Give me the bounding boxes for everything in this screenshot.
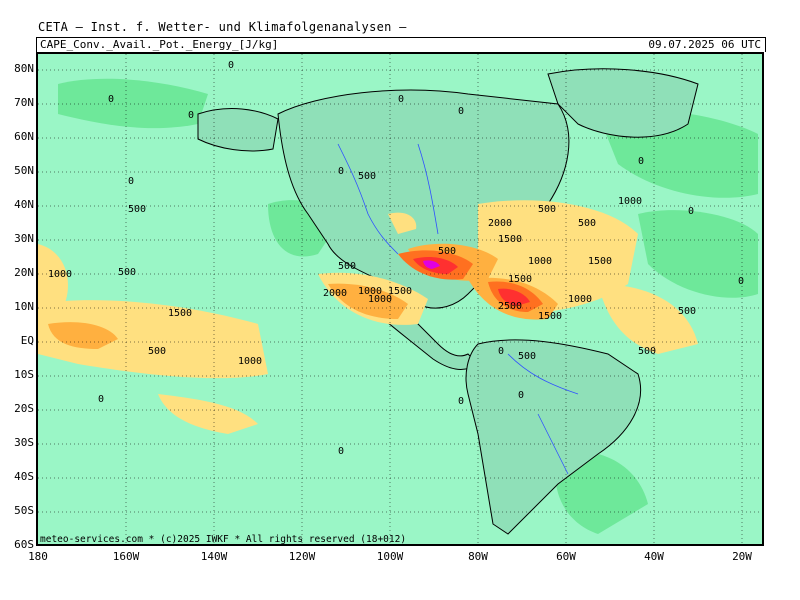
- lat-label: 50S: [14, 504, 34, 517]
- contour-label: 1000: [48, 269, 72, 280]
- lat-label: 70N: [14, 96, 34, 109]
- valid-time: 09.07.2025 06 UTC: [648, 38, 761, 51]
- contour-label: 500: [678, 306, 696, 317]
- graticule: [38, 54, 762, 544]
- contour-label: 0: [338, 166, 344, 177]
- contour-label: 1000: [358, 286, 382, 297]
- lat-label: 60N: [14, 130, 34, 143]
- cape-shading: [38, 200, 698, 434]
- south-america-land: [465, 339, 642, 535]
- contour-label: 2000: [323, 288, 347, 299]
- contour-label: 1000: [368, 294, 392, 305]
- contour-label: 500: [518, 351, 536, 362]
- contour-label: 0: [498, 346, 504, 357]
- lon-label: 40W: [644, 550, 664, 563]
- contour-label: 500: [638, 346, 656, 357]
- contour-label: 0: [398, 94, 404, 105]
- lat-label: 30S: [14, 436, 34, 449]
- contour-label: 0: [338, 446, 344, 457]
- contour-label: 0: [518, 390, 524, 401]
- cape-2500-areas: [423, 260, 440, 269]
- contour-label: 0: [738, 276, 744, 287]
- contour-label: 2000: [488, 218, 512, 229]
- contour-label: 0: [458, 106, 464, 117]
- lat-label: 80N: [14, 62, 34, 75]
- lon-label: 120W: [288, 550, 316, 563]
- contour-label: 1500: [498, 234, 522, 245]
- contour-label: 1500: [388, 286, 412, 297]
- contour-label: 1000: [238, 356, 262, 367]
- lat-label: 50N: [14, 164, 34, 177]
- contour-label: 500: [128, 204, 146, 215]
- lat-label: 40N: [14, 198, 34, 211]
- contour-label: 500: [358, 171, 376, 182]
- contour-label: 500: [578, 218, 596, 229]
- contour-label: 1000: [528, 256, 552, 267]
- contour-label: 500: [538, 204, 556, 215]
- contour-label: 0: [458, 396, 464, 407]
- contour-label: 1500: [588, 256, 612, 267]
- lon-label: 140W: [200, 550, 228, 563]
- lat-label: 60S: [14, 538, 34, 551]
- lat-label: 10S: [14, 368, 34, 381]
- alaska-land: [197, 108, 279, 152]
- lat-label: 20N: [14, 266, 34, 279]
- contour-label: 0: [638, 156, 644, 167]
- lat-label: EQ: [20, 334, 34, 347]
- lon-label: 180: [28, 550, 48, 563]
- contour-label: 0: [108, 94, 114, 105]
- lon-label: 20W: [732, 550, 752, 563]
- contour-label: 0: [228, 60, 234, 71]
- greenland-land: [547, 68, 699, 138]
- contour-label: 1500: [508, 274, 532, 285]
- lon-label: 100W: [376, 550, 404, 563]
- contour-label: 1500: [168, 308, 192, 319]
- subtitle-bar: CAPE_Conv._Avail._Pot._Energy_[J/kg] 09.…: [36, 37, 766, 52]
- lat-label: 20S: [14, 402, 34, 415]
- contour-label: 500: [148, 346, 166, 357]
- contour-label: 0: [128, 176, 134, 187]
- map-title: CETA — Inst. f. Wetter- und Klimafolgena…: [38, 20, 407, 34]
- contour-label: 0: [188, 110, 194, 121]
- lon-label: 80W: [468, 550, 488, 563]
- cape-map: 0 0 0 0 0 0 0 0 0 0 500 500 500 500 500 500 500 500 1000 10…: [36, 52, 764, 546]
- lon-label: 160W: [112, 550, 140, 563]
- contour-label: 1000: [618, 196, 642, 207]
- lat-label: 10N: [14, 300, 34, 313]
- contour-label: 0: [98, 394, 104, 405]
- contour-label: 500: [438, 246, 456, 257]
- contour-label: 500: [118, 267, 136, 278]
- lat-label: 30N: [14, 232, 34, 245]
- lon-label: 60W: [556, 550, 576, 563]
- contour-label: 0: [688, 206, 694, 217]
- parameter-label: CAPE_Conv._Avail._Pot._Energy_[J/kg]: [40, 38, 279, 51]
- rivers: [337, 143, 579, 475]
- copyright-credit: meteo-services.com * (c)2025 IWKF * All …: [40, 534, 407, 545]
- contour-label: 500: [338, 261, 356, 272]
- lat-label: 40S: [14, 470, 34, 483]
- contour-label: 1000: [568, 294, 592, 305]
- contour-label: 1500: [538, 311, 562, 322]
- contour-label: 2500: [498, 301, 522, 312]
